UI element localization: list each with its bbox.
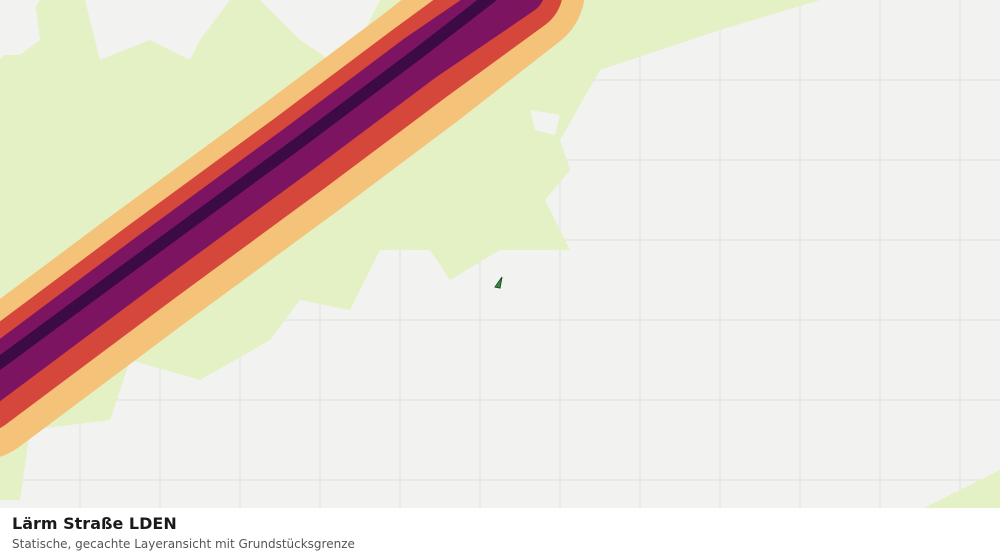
layer-subtitle: Statische, gecachte Layeransicht mit Gru…	[12, 537, 355, 551]
location-marker	[494, 276, 503, 289]
layer-title: Lärm Straße LDEN	[12, 514, 177, 533]
caption: Lärm Straße LDEN Statische, gecachte Lay…	[0, 508, 1000, 560]
noise-zone-low	[0, 0, 1000, 510]
noise-band	[0, 0, 584, 457]
